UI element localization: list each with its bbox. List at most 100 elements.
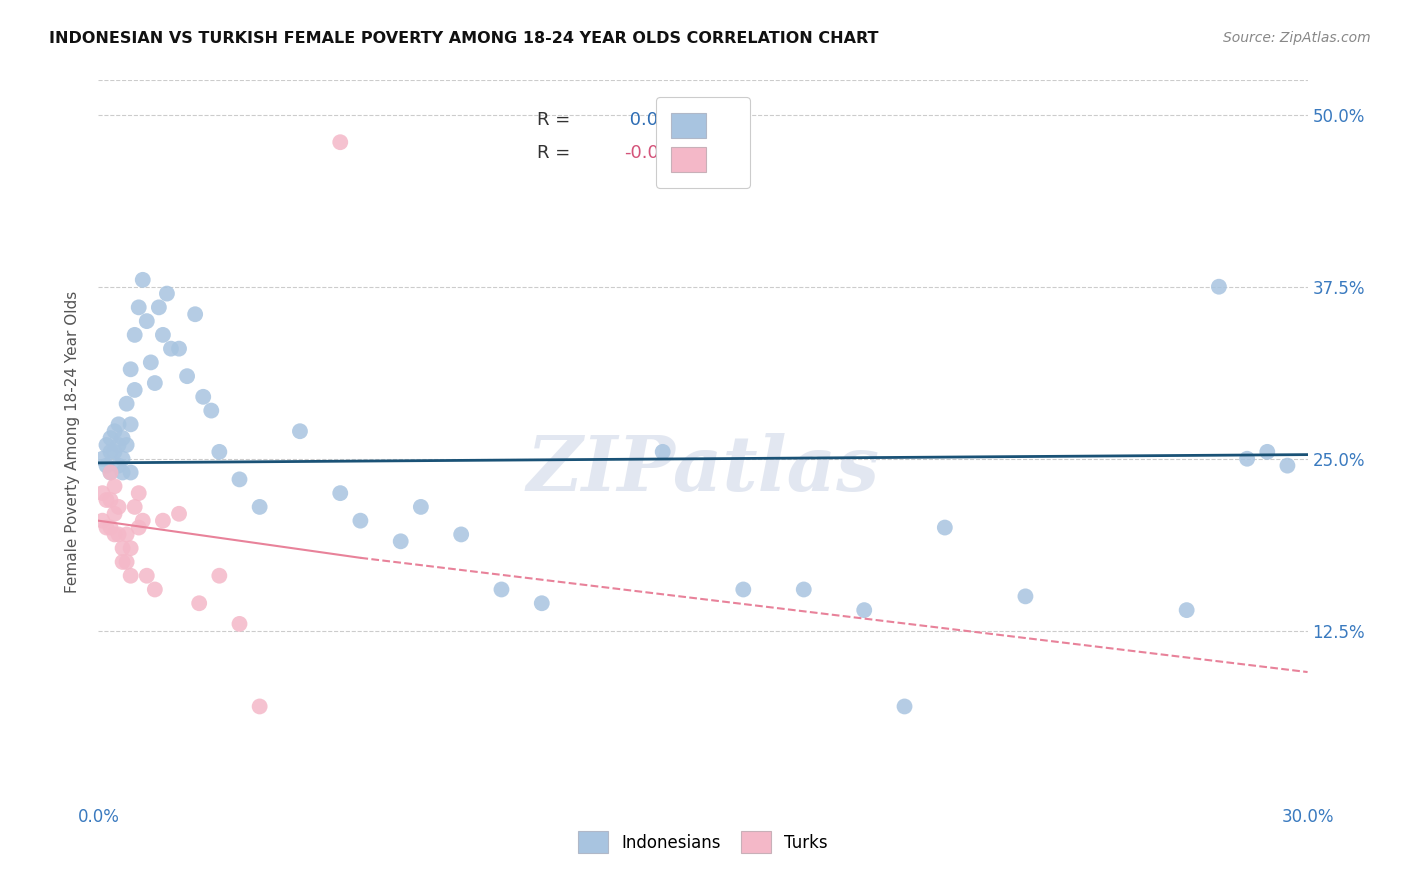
Point	[103, 479, 125, 493]
Point	[853, 603, 876, 617]
Point	[193, 390, 215, 404]
Point	[143, 376, 166, 390]
Point	[111, 466, 134, 480]
Point	[100, 445, 122, 459]
Text: 0.015: 0.015	[624, 111, 682, 129]
Point	[184, 307, 207, 321]
Point	[152, 514, 174, 528]
Point	[1277, 458, 1299, 473]
Text: R =: R =	[537, 111, 576, 129]
Point	[120, 568, 142, 582]
Point	[107, 527, 129, 541]
Point	[167, 342, 190, 356]
Point	[91, 514, 114, 528]
Point	[91, 451, 114, 466]
Point	[120, 541, 142, 556]
Point	[1014, 590, 1036, 604]
Point	[100, 520, 122, 534]
Point	[96, 493, 118, 508]
Point	[115, 397, 138, 411]
Point	[143, 582, 166, 597]
Point	[1175, 603, 1198, 617]
Text: 31: 31	[707, 144, 741, 161]
Point	[152, 327, 174, 342]
Point	[111, 555, 134, 569]
Point	[96, 520, 118, 534]
Point	[530, 596, 553, 610]
Point	[1256, 445, 1278, 459]
Text: -0.041: -0.041	[624, 144, 682, 161]
Point	[450, 527, 472, 541]
Point	[107, 438, 129, 452]
Point	[91, 486, 114, 500]
Point	[651, 445, 673, 459]
Point	[188, 596, 211, 610]
Point	[107, 500, 129, 514]
Y-axis label: Female Poverty Among 18-24 Year Olds: Female Poverty Among 18-24 Year Olds	[65, 291, 80, 592]
Point	[107, 458, 129, 473]
Point	[208, 568, 231, 582]
Text: R =: R =	[537, 144, 576, 161]
Point	[124, 500, 146, 514]
Point	[107, 417, 129, 432]
Legend: Indonesians, Turks: Indonesians, Turks	[571, 825, 835, 860]
Point	[115, 555, 138, 569]
Point	[100, 466, 122, 480]
Point	[288, 424, 311, 438]
Point	[111, 431, 134, 445]
Point	[228, 472, 250, 486]
Text: Source: ZipAtlas.com: Source: ZipAtlas.com	[1223, 31, 1371, 45]
Point	[156, 286, 179, 301]
Point	[148, 301, 170, 315]
Point	[208, 445, 231, 459]
Point	[329, 135, 352, 149]
Point	[100, 466, 122, 480]
Point	[200, 403, 222, 417]
Point	[228, 616, 250, 631]
Point	[120, 417, 142, 432]
Point	[893, 699, 915, 714]
Point	[934, 520, 956, 534]
Point	[120, 362, 142, 376]
Point	[160, 342, 183, 356]
Point	[139, 355, 162, 369]
Point	[329, 486, 352, 500]
Point	[389, 534, 412, 549]
Point	[167, 507, 190, 521]
Point	[111, 451, 134, 466]
Point	[128, 486, 150, 500]
Point	[733, 582, 755, 597]
Point	[249, 500, 271, 514]
Text: 58: 58	[707, 111, 735, 129]
Point	[115, 527, 138, 541]
Point	[128, 520, 150, 534]
Text: INDONESIAN VS TURKISH FEMALE POVERTY AMONG 18-24 YEAR OLDS CORRELATION CHART: INDONESIAN VS TURKISH FEMALE POVERTY AMO…	[49, 31, 879, 46]
Point	[135, 568, 157, 582]
Point	[128, 301, 150, 315]
Point	[115, 438, 138, 452]
Point	[111, 541, 134, 556]
Point	[96, 458, 118, 473]
Point	[103, 527, 125, 541]
Point	[132, 273, 155, 287]
Point	[100, 493, 122, 508]
Point	[100, 431, 122, 445]
Text: N =: N =	[657, 144, 690, 161]
Point	[124, 327, 146, 342]
Point	[124, 383, 146, 397]
Point	[135, 314, 157, 328]
Point	[793, 582, 815, 597]
Point	[103, 445, 125, 459]
Point	[1236, 451, 1258, 466]
Point	[176, 369, 198, 384]
Point	[409, 500, 432, 514]
Text: N =: N =	[657, 111, 690, 129]
Point	[249, 699, 271, 714]
Point	[132, 514, 155, 528]
Point	[120, 466, 142, 480]
Point	[103, 507, 125, 521]
Point	[103, 424, 125, 438]
Point	[349, 514, 371, 528]
Point	[1208, 279, 1230, 293]
Text: ZIPatlas: ZIPatlas	[526, 434, 880, 508]
